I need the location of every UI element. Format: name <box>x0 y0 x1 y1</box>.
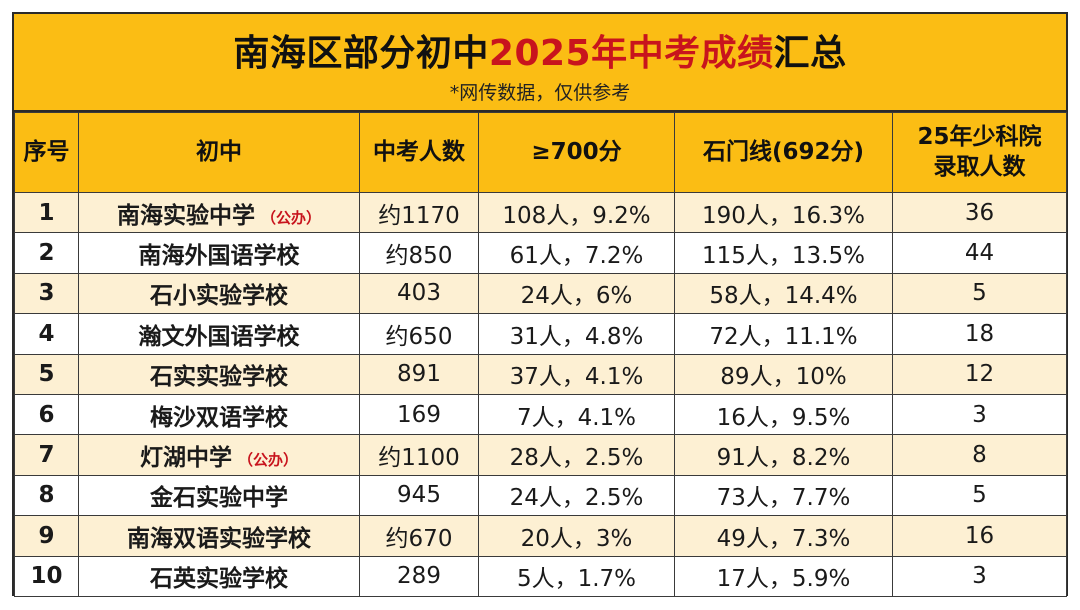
header-seq: 序号 <box>14 112 79 193</box>
title-part1: 南海区部分初中 <box>233 33 489 74</box>
school-name: 梅沙双语学校 <box>150 404 288 431</box>
title-highlight: 2025年中考成绩 <box>488 33 774 74</box>
public-school-tag: （公办） <box>260 208 321 227</box>
over700-cell: 108人，9.2% <box>478 191 675 234</box>
count-cell: 403 <box>359 272 479 315</box>
seq-cell: 5 <box>14 353 79 395</box>
over700-cell: 61人，7.2% <box>478 232 675 274</box>
school-name: 瀚文外国语学校 <box>138 323 300 350</box>
disclaimer-subtitle: *网传数据，仅供参考 <box>449 82 631 104</box>
kaoyuan-cell: 5 <box>892 474 1067 517</box>
school-name: 南海双语实验学校 <box>127 525 311 552</box>
over700-cell: 20人，3% <box>478 515 675 557</box>
title-band: 南海区部分初中2025年中考成绩汇总 *网传数据，仅供参考 <box>14 14 1066 112</box>
table-row: 8 金石实验中学 945 24人，2.5% 73人，7.7% 5 <box>14 474 1067 517</box>
table-row: 3 石小实验学校 403 24人，6% 58人，14.4% 5 <box>14 272 1067 315</box>
school-cell: 石英实验学校 <box>78 555 360 597</box>
shimen-cell: 73人，7.7% <box>674 474 893 517</box>
seq-cell: 8 <box>14 474 79 517</box>
count-cell: 289 <box>359 555 479 597</box>
header-kaoyuan-line1: 25年少科院 <box>917 123 1042 150</box>
table-row: 10 石英实验学校 289 5人，1.7% 17人，5.9% 3 <box>14 555 1067 597</box>
shimen-cell: 190人，16.3% <box>674 191 893 234</box>
shimen-cell: 91人，8.2% <box>674 434 893 476</box>
kaoyuan-cell: 5 <box>892 272 1067 315</box>
school-cell: 金石实验中学 <box>78 474 360 517</box>
count-cell: 169 <box>359 393 479 436</box>
table-row: 1 南海实验中学 （公办） 约1170 108人，9.2% 190人，16.3% 36 <box>14 191 1067 234</box>
kaoyuan-cell: 8 <box>892 434 1067 476</box>
header-school: 初中 <box>78 112 360 193</box>
shimen-cell: 58人，14.4% <box>674 272 893 315</box>
table-row: 6 梅沙双语学校 169 7人，4.1% 16人，9.5% 3 <box>14 393 1067 436</box>
shimen-cell: 16人，9.5% <box>674 393 893 436</box>
shimen-cell: 72人，11.1% <box>674 313 893 355</box>
school-cell: 瀚文外国语学校 <box>78 313 360 355</box>
seq-cell: 2 <box>14 232 79 274</box>
header-kaoyuan-line2: 录取人数 <box>933 153 1026 180</box>
count-cell: 945 <box>359 474 479 517</box>
seq-cell: 7 <box>14 434 79 476</box>
over700-cell: 37人，4.1% <box>478 353 675 395</box>
shimen-cell: 115人，13.5% <box>674 232 893 274</box>
school-cell: 石实实验学校 <box>78 353 360 395</box>
school-cell: 南海双语实验学校 <box>78 515 360 557</box>
kaoyuan-cell: 18 <box>892 313 1067 355</box>
school-cell: 灯湖中学 （公办） <box>78 434 360 476</box>
kaoyuan-cell: 36 <box>892 191 1067 234</box>
count-cell: 约670 <box>359 515 479 557</box>
school-name: 南海实验中学 <box>116 202 255 229</box>
seq-cell: 6 <box>14 393 79 436</box>
table-row: 7 灯湖中学 （公办） 约1100 28人，2.5% 91人，8.2% 8 <box>14 434 1067 476</box>
kaoyuan-cell: 16 <box>892 515 1067 557</box>
kaoyuan-cell: 3 <box>892 555 1067 597</box>
header-row: 序号 初中 中考人数 ≥700分 石门线(692分) 25年少科院 录取人数 <box>14 112 1067 193</box>
over700-cell: 24人，6% <box>478 272 675 315</box>
count-cell: 891 <box>359 353 479 395</box>
count-cell: 约650 <box>359 313 479 355</box>
public-school-tag: （公办） <box>237 451 298 470</box>
school-cell: 梅沙双语学校 <box>78 393 360 436</box>
shimen-cell: 89人，10% <box>674 353 893 395</box>
school-name: 石英实验学校 <box>150 566 288 593</box>
score-table: 序号 初中 中考人数 ≥700分 石门线(692分) 25年少科院 录取人数 1… <box>14 112 1067 597</box>
header-count: 中考人数 <box>359 112 479 193</box>
header-over700: ≥700分 <box>478 112 675 193</box>
seq-cell: 3 <box>14 272 79 315</box>
kaoyuan-cell: 3 <box>892 393 1067 436</box>
over700-cell: 28人，2.5% <box>478 434 675 476</box>
seq-cell: 4 <box>14 313 79 355</box>
count-cell: 约1100 <box>359 434 479 476</box>
page-title: 南海区部分初中2025年中考成绩汇总 <box>14 24 1066 76</box>
school-cell: 南海实验中学 （公办） <box>78 191 360 234</box>
header-kaoyuan: 25年少科院 录取人数 <box>892 112 1067 193</box>
seq-cell: 1 <box>14 191 79 234</box>
over700-cell: 31人，4.8% <box>478 313 675 355</box>
school-name: 南海外国语学校 <box>138 243 300 270</box>
shimen-cell: 17人，5.9% <box>674 555 893 597</box>
title-part3: 汇总 <box>773 33 847 74</box>
school-name: 石小实验学校 <box>150 283 288 310</box>
school-cell: 石小实验学校 <box>78 272 360 315</box>
header-shimen: 石门线(692分) <box>674 112 893 193</box>
score-summary-sheet: 南海区部分初中2025年中考成绩汇总 *网传数据，仅供参考 序号 初中 中考人数… <box>12 12 1068 597</box>
school-name: 石实实验学校 <box>150 364 288 391</box>
table-row: 9 南海双语实验学校 约670 20人，3% 49人，7.3% 16 <box>14 515 1067 557</box>
shimen-cell: 49人，7.3% <box>674 515 893 557</box>
over700-cell: 24人，2.5% <box>478 474 675 517</box>
seq-cell: 9 <box>14 515 79 557</box>
table-row: 4 瀚文外国语学校 约650 31人，4.8% 72人，11.1% 18 <box>14 313 1067 355</box>
over700-cell: 5人，1.7% <box>478 555 675 597</box>
kaoyuan-cell: 12 <box>892 353 1067 395</box>
seq-cell: 10 <box>14 555 79 597</box>
count-cell: 约850 <box>359 232 479 274</box>
school-name: 金石实验中学 <box>150 485 288 512</box>
table-row: 2 南海外国语学校 约850 61人，7.2% 115人，13.5% 44 <box>14 232 1067 274</box>
over700-cell: 7人，4.1% <box>478 393 675 436</box>
school-name: 灯湖中学 <box>139 445 232 472</box>
count-cell: 约1170 <box>359 191 479 234</box>
table-row: 5 石实实验学校 891 37人，4.1% 89人，10% 12 <box>14 353 1067 395</box>
kaoyuan-cell: 44 <box>892 232 1067 274</box>
school-cell: 南海外国语学校 <box>78 232 360 274</box>
